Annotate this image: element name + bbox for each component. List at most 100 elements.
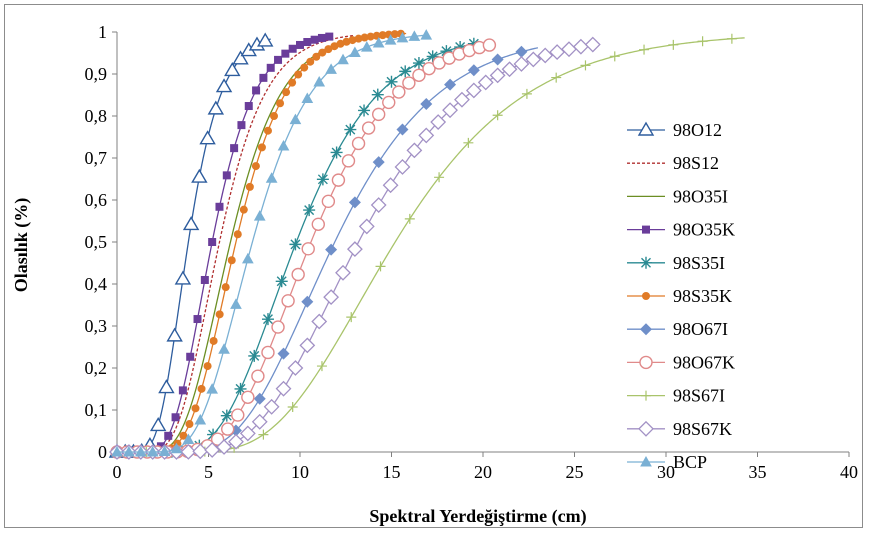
- legend-marker: [640, 455, 652, 467]
- data-point: [408, 30, 421, 41]
- data-point: [253, 210, 266, 221]
- data-point: [404, 213, 415, 224]
- data-point: [237, 121, 246, 130]
- data-point: [275, 275, 288, 288]
- data-point: [370, 197, 387, 213]
- legend-entry: 98O12: [627, 120, 722, 140]
- data-point: [252, 86, 261, 95]
- data-point: [336, 39, 345, 48]
- axes: 0 5 10 15 20 25 30 35 40 0 0,1 0,2 0,3 0,4 0,5 0,6 0,7 0,…: [85, 22, 859, 482]
- data-point: [349, 46, 361, 57]
- data-point: [266, 63, 275, 72]
- data-point: [244, 102, 253, 111]
- data-point: [191, 168, 208, 183]
- data-point: [366, 32, 375, 41]
- data-point: [491, 53, 504, 66]
- data-point: [192, 443, 209, 460]
- data-point: [277, 140, 290, 151]
- data-point: [251, 413, 268, 430]
- data-point: [253, 392, 266, 405]
- data-point: [210, 432, 225, 446]
- data-point: [206, 383, 219, 394]
- legend-label: 98S67K: [673, 419, 732, 439]
- data-point: [301, 295, 314, 308]
- data-point: [515, 45, 528, 58]
- y-tick-label: 0,9: [85, 64, 108, 84]
- data-point: [209, 336, 218, 345]
- data-point: [465, 82, 482, 99]
- data-point: [537, 47, 554, 64]
- legend-label: 98O67I: [673, 319, 728, 339]
- data-point: [215, 78, 233, 93]
- data-point: [317, 33, 326, 42]
- series-line: [117, 33, 403, 453]
- x-tick-label: 0: [113, 462, 122, 482]
- data-point: [178, 386, 187, 395]
- data-point: [180, 443, 197, 460]
- data-point: [430, 114, 447, 130]
- data-point: [289, 238, 302, 251]
- data-point: [265, 172, 278, 183]
- data-point: [668, 39, 679, 50]
- data-point: [396, 123, 409, 136]
- data-point: [158, 445, 171, 457]
- data-point: [467, 64, 480, 77]
- data-point: [420, 29, 433, 40]
- data-point: [234, 382, 247, 395]
- x-tick-label: 30: [657, 462, 675, 482]
- data-point: [311, 313, 328, 330]
- legend-label: 98O12: [673, 120, 722, 140]
- y-axis-title: Olasılık (%): [11, 198, 32, 293]
- legend-entry: 98S67K: [627, 419, 732, 439]
- data-point: [231, 408, 245, 422]
- data-point: [291, 267, 305, 282]
- data-point: [303, 204, 316, 217]
- y-tick-label: 0: [98, 442, 107, 462]
- data-point: [726, 33, 737, 44]
- data-point: [301, 92, 314, 104]
- legend-marker: [640, 256, 652, 269]
- legend-marker: [639, 355, 653, 370]
- data-point: [492, 110, 503, 121]
- data-point: [394, 159, 411, 175]
- data-point: [221, 283, 230, 292]
- data-point: [358, 218, 375, 235]
- data-point: [392, 85, 406, 99]
- data-point: [245, 182, 254, 191]
- data-point: [182, 433, 195, 444]
- data-point: [341, 154, 356, 168]
- y-tick-label: 0,5: [85, 232, 108, 252]
- data-point: [426, 50, 439, 63]
- data-point: [325, 243, 338, 256]
- data-point: [697, 36, 708, 47]
- data-point: [342, 37, 351, 46]
- data-point: [371, 107, 386, 122]
- data-point: [361, 121, 376, 135]
- data-point: [310, 35, 319, 44]
- x-tick-label: 10: [291, 462, 309, 482]
- data-point: [346, 312, 357, 323]
- data-point: [197, 384, 206, 393]
- data-point: [360, 41, 373, 52]
- legend-entry: BCP: [627, 452, 707, 472]
- data-point: [227, 256, 236, 265]
- data-point: [382, 177, 399, 194]
- data-point: [170, 442, 183, 454]
- x-axis-title: Spektral Yerdeğiştirme (cm): [369, 506, 586, 527]
- data-point: [348, 196, 361, 209]
- legend-label: 98S67I: [673, 386, 725, 406]
- legend-label: 98S35I: [673, 253, 725, 273]
- data-point: [300, 63, 309, 72]
- y-tick-label: 0,1: [85, 400, 108, 420]
- y-tick-label: 0,2: [85, 358, 108, 378]
- data-point: [316, 173, 329, 186]
- data-point: [331, 173, 346, 187]
- legend-label: 98S12: [673, 153, 719, 173]
- data-point: [241, 252, 254, 264]
- data-point: [194, 413, 207, 425]
- data-point: [330, 146, 343, 159]
- data-point: [288, 44, 297, 53]
- data-point: [444, 78, 457, 91]
- data-point: [375, 261, 386, 272]
- data-point: [434, 172, 445, 183]
